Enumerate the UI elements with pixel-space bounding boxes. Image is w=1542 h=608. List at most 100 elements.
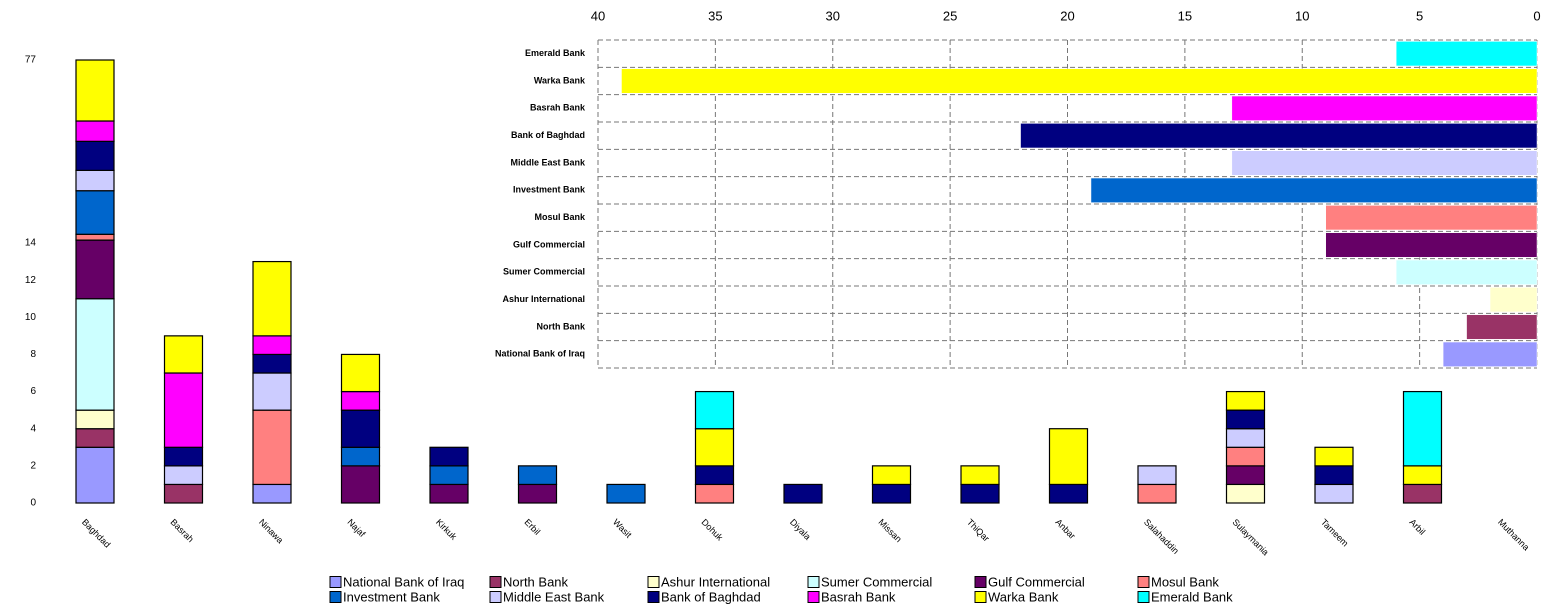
legend-swatch [974, 576, 987, 588]
bar-segment [75, 233, 115, 241]
bar [1020, 123, 1538, 149]
bar-segment [1314, 465, 1354, 486]
bar-segment [340, 409, 381, 448]
bar-segment [783, 483, 823, 504]
legend-label: Warka Bank [988, 589, 1059, 604]
bar-segment [75, 169, 115, 192]
bar-segment [1137, 465, 1177, 486]
bar-segment [252, 353, 292, 374]
bar-segment [163, 335, 204, 374]
legend-swatch [647, 576, 660, 588]
x-tick-label: Arbil [1407, 517, 1427, 537]
bar [1466, 314, 1538, 340]
x-tick-label: Salahaddin [1142, 517, 1181, 556]
x-tick-label: Tameem [1319, 517, 1350, 548]
bar-segment [340, 465, 381, 504]
bar-segment [517, 483, 558, 504]
legend-swatch [329, 591, 342, 603]
bar [1231, 150, 1538, 176]
x-tick-label: 10 [1295, 8, 1309, 23]
y-tick-label: 14 [25, 238, 37, 249]
bar-segment [1225, 465, 1266, 486]
bar-segment [1402, 390, 1443, 467]
bar-segment [429, 465, 469, 486]
bar [1442, 341, 1538, 367]
legend-swatch [807, 576, 820, 588]
legend-label: Gulf Commercial [988, 574, 1085, 589]
legend-swatch [974, 591, 987, 603]
y-tick-label: Basrah Bank [530, 103, 586, 113]
bar-segment [1225, 483, 1266, 504]
bar-segment [252, 335, 292, 356]
bar-segment [694, 428, 735, 467]
bar-segment [340, 390, 381, 411]
bar-segment [694, 483, 735, 504]
bar-segment [340, 353, 381, 393]
bar-segment [694, 465, 735, 486]
bar-segment [75, 428, 115, 448]
bar-segment [252, 260, 292, 337]
bar-segment [75, 59, 115, 122]
legend-label: Middle East Bank [503, 589, 605, 604]
bar [1325, 205, 1538, 231]
y-tick-label: National Bank of Iraq [495, 349, 585, 359]
y-tick-label: North Bank [536, 321, 585, 331]
x-tick-label: Missan [876, 517, 903, 544]
y-tick-label: Emerald Bank [525, 48, 586, 58]
bar-segment [163, 483, 204, 504]
x-tick-label: 15 [1178, 8, 1192, 23]
x-tick-label: Kirkuk [434, 517, 459, 542]
bar-segment [340, 446, 381, 467]
x-tick-label: Dohuk [699, 517, 725, 543]
legend-label: Sumer Commercial [821, 574, 932, 589]
bar [621, 68, 1538, 94]
y-tick-label: Sumer Commercial [503, 267, 585, 277]
bar-segment [75, 409, 115, 430]
x-tick-label: Diyala [788, 517, 813, 542]
bar-segment [75, 239, 115, 300]
bar-segment [1402, 465, 1443, 486]
legend-label: Investment Bank [343, 589, 440, 604]
x-tick-label: 20 [1060, 8, 1074, 23]
bar-segment [75, 120, 115, 142]
legend-label: Basrah Bank [821, 589, 896, 604]
x-tick-label: Wasit [611, 517, 634, 540]
bar-segment [1402, 483, 1443, 504]
legend-swatch [329, 576, 342, 588]
y-tick-label: 0 [30, 498, 36, 509]
bar [1395, 41, 1538, 67]
bar-segment [1225, 409, 1266, 430]
x-tick-label: Muthanna [1496, 517, 1531, 552]
bar-segment [694, 390, 735, 430]
bar-segment [163, 446, 204, 467]
bar [1325, 232, 1538, 258]
x-tick-label: 5 [1416, 8, 1423, 23]
legend-swatch [1137, 576, 1150, 588]
bar-segment [606, 483, 646, 504]
bar-segment [1225, 390, 1266, 411]
legend-swatch [1137, 591, 1150, 603]
x-tick-label: 35 [708, 8, 722, 23]
legend-label: Bank of Baghdad [661, 589, 761, 604]
bar [1489, 287, 1538, 313]
x-tick-label: Baghdad [80, 517, 113, 550]
bar-segment [1225, 446, 1266, 467]
bar-segment [1048, 483, 1089, 504]
bar-segment [1314, 446, 1354, 467]
y-tick-label: Warka Bank [534, 75, 586, 85]
bar-segment [75, 446, 115, 504]
y-tick-label: 10 [25, 312, 37, 323]
bar-segment [871, 483, 912, 504]
x-tick-label: Najaf [345, 517, 367, 539]
y-tick-label: Ashur International [502, 294, 585, 304]
bar-segment [75, 190, 115, 235]
bar-segment [429, 446, 469, 467]
x-tick-label: Erbil [522, 517, 542, 537]
x-tick-label: 0 [1533, 8, 1540, 23]
legend-label: Emerald Bank [1151, 589, 1233, 604]
legend-label: National Bank of Iraq [343, 574, 464, 589]
bar-segment [75, 298, 115, 411]
x-tick-label: Sulaymania [1230, 517, 1270, 557]
x-tick-label: Ninawa [257, 517, 285, 545]
bar-segment [252, 409, 292, 486]
